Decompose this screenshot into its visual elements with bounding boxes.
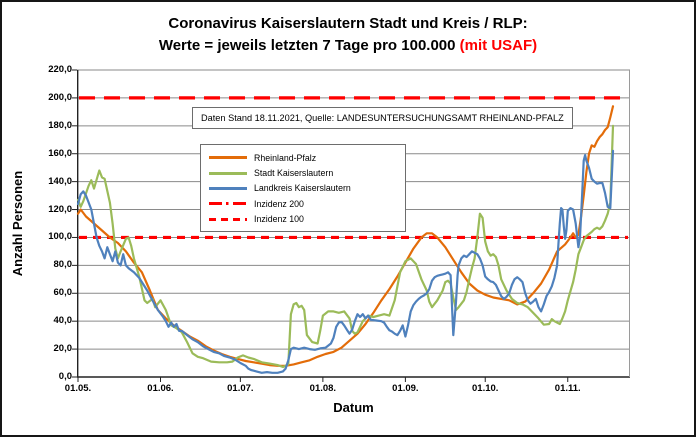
y-axis-title: Anzahl Personen [10,170,26,277]
y-tick-label: 220,0 [48,64,72,75]
legend-line-sample-blue [209,186,247,190]
legend-item-inzidenz-100: Inzidenz 100 [209,212,397,227]
legend-label: Inzidenz 100 [254,214,304,225]
y-tick-label: 100,0 [48,231,72,243]
x-tick-label: 01.10. [472,383,499,394]
chart-title-line2: Werte = jeweils letzten 7 Tage pro 100.0… [2,35,694,57]
x-tick-label: 01.11. [554,383,581,394]
y-tick-label: 140,0 [48,175,72,187]
y-tick-label: 60,0 [53,287,73,299]
legend-label: Stadt Kaiserslautern [254,168,334,179]
legend-line-sample-orange [209,156,247,160]
legend-box: Rheinland-Pfalz Stadt Kaiserslautern Lan… [200,144,406,232]
y-tick-label: 180,0 [48,119,72,131]
y-tick-label: 200,0 [48,91,72,103]
legend-line-sample-dashdot-red [209,202,247,206]
x-axis-title: Datum [333,400,374,415]
legend-item-rheinland-pfalz: Rheinland-Pfalz [209,150,397,165]
chart-title-line1: Coronavirus Kaiserslautern Stadt und Kre… [168,15,528,32]
legend-line-sample-dashed-red [209,217,247,221]
chart-title-line2-usaf: (mit USAF) [459,37,538,54]
legend-label: Rheinland-Pfalz [254,152,317,163]
y-tick-label: 0,0 [58,371,72,382]
y-tick-label: 20,0 [53,343,73,355]
chart-title: Coronavirus Kaiserslautern Stadt und Kre… [2,13,694,57]
legend-item-landkreis-kaiserslautern: Landkreis Kaiserslautern [209,181,397,196]
legend-line-sample-green [209,171,247,175]
y-tick-label: 120,0 [48,203,72,215]
y-tick-label: 40,0 [53,315,73,327]
x-tick-label: 01.06. [147,383,174,394]
x-tick-label: 01.08. [309,383,337,394]
legend-label: Inzidenz 200 [254,198,304,209]
y-tick-label: 160,0 [48,147,72,159]
x-tick-label: 01.05. [64,383,92,394]
y-tick-label: 80,0 [53,259,73,271]
legend-label: Landkreis Kaiserslautern [254,183,351,194]
x-tick-label: 01.07. [227,383,254,394]
chart-title-line2-black: Werte = jeweils letzten 7 Tage pro 100.0… [158,37,460,54]
data-source-box: Daten Stand 18.11.2021, Quelle: LANDESUN… [192,107,573,129]
legend-item-stadt-kaiserslautern: Stadt Kaiserslautern [209,165,397,180]
legend-item-inzidenz-200: Inzidenz 200 [209,196,397,211]
x-tick-label: 01.09. [392,383,419,394]
